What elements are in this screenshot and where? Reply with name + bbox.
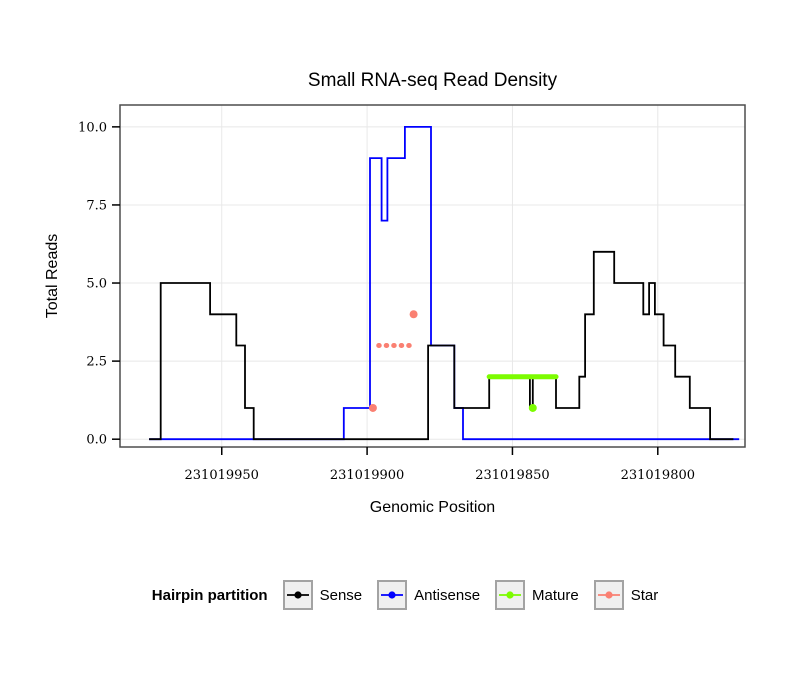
plot-panel [120, 105, 745, 447]
chart-title: Small RNA-seq Read Density [307, 70, 558, 91]
legend-item-star: Star [593, 580, 659, 610]
legend-title: Hairpin partition [151, 586, 268, 604]
legend-label-antisense: Antisense [414, 586, 481, 604]
y-tick-label: 5.0 [86, 277, 107, 292]
series-star-point [409, 310, 418, 319]
series-star-point [368, 403, 377, 412]
legend-key-sense [282, 580, 313, 610]
y-axis-title: Total Reads [44, 234, 61, 319]
legend-label-sense: Sense [319, 586, 363, 604]
x-tick-label: 231019800 [621, 468, 695, 483]
plot-canvas: 231019950 231019900 231019850 231019800 0.0 2… [44, 104, 746, 516]
legend-key-antisense [377, 580, 408, 610]
x-tick-label: 231019900 [330, 468, 404, 483]
panel-border [119, 104, 746, 448]
x-tick-label: 231019950 [185, 468, 259, 483]
line-point-icon [286, 591, 309, 599]
legend-item-sense: Sense [282, 580, 363, 610]
series-sense-line [149, 250, 734, 441]
line-point-icon [597, 591, 620, 599]
y-tick-label: 10.0 [78, 120, 107, 135]
legend: Hairpin partition Sense Antisense [0, 580, 810, 610]
x-tick-label: 231019850 [475, 468, 549, 483]
legend-key-star [593, 580, 624, 610]
legend-label-star: Star [630, 586, 659, 604]
legend-item-antisense: Antisense [377, 580, 480, 610]
line-point-icon [499, 591, 522, 599]
x-axis-title: Genomic Position [370, 499, 495, 516]
legend-key-mature [495, 580, 526, 610]
legend-item-mature: Mature [495, 580, 579, 610]
y-tick-label: 2.5 [86, 355, 107, 370]
line-point-icon [381, 591, 404, 599]
y-tick-label: 7.5 [86, 198, 107, 213]
y-tick-label: 0.0 [86, 433, 107, 448]
legend-label-mature: Mature [532, 586, 579, 604]
series-mature-point [528, 403, 537, 412]
